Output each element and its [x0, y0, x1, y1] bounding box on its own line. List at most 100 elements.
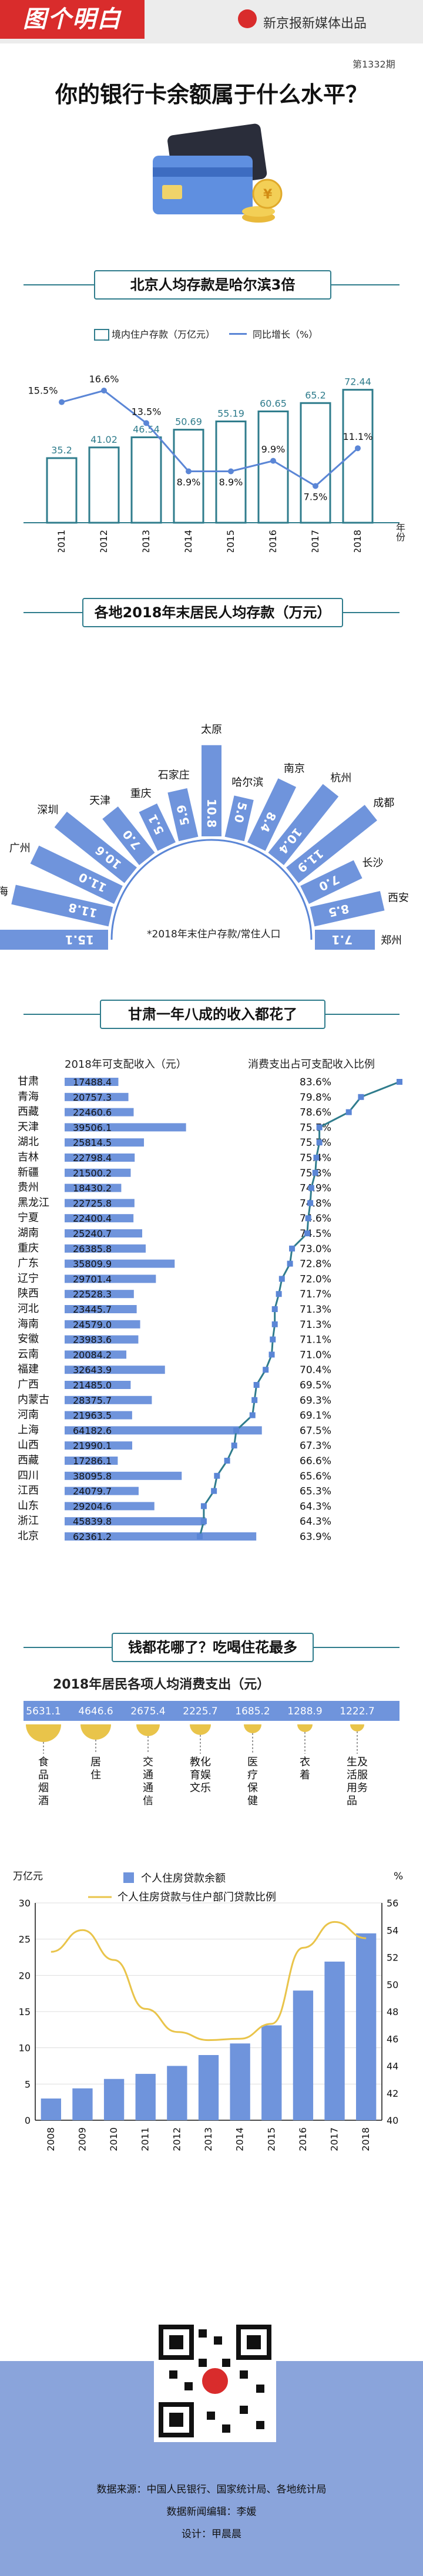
province-label: 重庆: [18, 1242, 39, 1255]
deposit-bar: [130, 436, 162, 524]
city-bar: [54, 811, 137, 883]
spend-halfcircle: [26, 1724, 61, 1742]
deposit-value-label: 60.65: [260, 398, 287, 409]
spend-category-char: 活: [347, 1769, 357, 1781]
spending-subtitle: 2018年居民各项人均消费支出（元）: [53, 1677, 270, 1692]
city-label: 南京: [284, 762, 305, 775]
design-credit: 设计：甲晨晨: [182, 2528, 241, 2540]
income-bar: [65, 1517, 206, 1526]
spend-category-char: 保: [247, 1782, 258, 1794]
ratio-marker: [214, 1472, 220, 1479]
city-bar: [224, 795, 254, 842]
x-tick-label: 2014: [234, 2127, 246, 2151]
right-tick: 54: [387, 1925, 398, 1936]
x-tick-label: 2016: [267, 530, 278, 552]
chart-note: *2018年末住户存款/常住人口: [147, 929, 281, 940]
mortgage-bar: [261, 2025, 282, 2120]
mortgage-bar: [324, 1961, 345, 2120]
spend-halfcircle: [190, 1724, 211, 1735]
mortgage-bar: [103, 2079, 125, 2120]
ratio-value: 74.8%: [300, 1198, 331, 1209]
ratio-value: 71.3%: [300, 1304, 331, 1316]
ratio-marker: [251, 1397, 258, 1403]
spend-category-char: 着: [300, 1769, 310, 1781]
income-bar: [65, 1229, 143, 1237]
income-bar: [65, 1426, 262, 1435]
growth-point: [355, 445, 361, 452]
spend-value: 1288.9: [287, 1706, 322, 1717]
income-bar: [65, 1457, 118, 1465]
ratio-marker: [271, 1321, 278, 1327]
ratio-marker: [316, 1124, 323, 1131]
left-tick: 10: [19, 2043, 31, 2054]
x-tick-label: 2012: [171, 2127, 182, 2151]
x-tick-label: 2018: [360, 2127, 371, 2151]
province-label: 湖北: [18, 1136, 39, 1148]
province-label: 云南: [18, 1348, 39, 1360]
ratio-value: 74.6%: [300, 1213, 331, 1225]
deposit-bar: [46, 457, 78, 524]
city-value: 10.8: [204, 799, 219, 828]
spend-category-char: 务: [357, 1782, 368, 1794]
income-bar: [65, 1441, 133, 1450]
deposit-value-label: 55.19: [217, 408, 244, 419]
deposit-chart: 35.2 2011 41.02 2012 46.54 2013 50.69 2014 55.19…: [24, 374, 400, 552]
growth-point: [59, 399, 65, 405]
province-label: 北京: [18, 1530, 39, 1542]
city-bar: [310, 891, 385, 927]
spend-category-char: 住: [90, 1769, 101, 1781]
spend-category-char: 服: [357, 1769, 368, 1781]
income-bar: [65, 1502, 155, 1511]
spend-value: 4646.6: [78, 1706, 113, 1717]
spend-category-char: 医: [247, 1756, 258, 1768]
deposit-value-label: 72.44: [344, 376, 371, 388]
ratio-marker: [316, 1139, 323, 1146]
ratio-marker: [253, 1382, 260, 1388]
city-label: 哈尔滨: [231, 776, 263, 789]
income-value: 25814.5: [73, 1137, 112, 1148]
right-tick: 48: [387, 2006, 398, 2017]
ratio-marker: [304, 1230, 310, 1236]
income-bar: [65, 1199, 135, 1208]
qr-code[interactable]: [154, 2320, 276, 2442]
income-value: 28375.7: [73, 1395, 112, 1406]
city-bar: [286, 805, 377, 883]
province-label: 福建: [18, 1363, 39, 1376]
ratio-marker: [313, 1155, 320, 1161]
ratio-marker: [270, 1336, 276, 1343]
ratio-marker: [307, 1200, 314, 1206]
ratio-marker: [397, 1079, 402, 1085]
income-value: 22798.4: [73, 1152, 112, 1163]
income-bar: [65, 1259, 175, 1268]
right-axis-unit: %: [394, 1871, 403, 1882]
growth-line: [61, 389, 358, 487]
left-axis-unit: 万亿元: [13, 1871, 43, 1882]
deposit-bar: [88, 446, 120, 524]
x-tick-label: 2013: [140, 530, 152, 552]
spend-category-char: 生: [347, 1756, 357, 1768]
left-tick: 25: [19, 1934, 31, 1945]
growth-point: [186, 468, 192, 475]
spend-value: 1222.7: [340, 1706, 374, 1717]
bank-card-illustration: ¥: [153, 123, 283, 223]
spend-category-char: 通: [143, 1782, 153, 1794]
spend-category-char: 食: [38, 1756, 49, 1768]
legend-bar-label: 境内住户存款（万亿元）: [112, 329, 216, 340]
x-axis-unit: 年份: [394, 523, 405, 542]
right-tick: 52: [387, 1952, 398, 1963]
spend-value: 5631.1: [26, 1706, 61, 1717]
spend-category-char: 交: [143, 1756, 153, 1768]
ratio-value: 78.6%: [300, 1107, 331, 1119]
x-tick-label: 2010: [108, 2127, 119, 2151]
growth-label: 8.9%: [177, 477, 201, 488]
growth-point: [143, 420, 149, 426]
income-ratio-chart: 甘肃 17488.4 83.6% 青海 20757.3 79.8% 西藏 22460.6 78.…: [18, 1075, 402, 1543]
income-value: 29204.6: [73, 1501, 112, 1512]
right-tick: 46: [387, 2033, 398, 2044]
spend-value: 2675.4: [130, 1706, 165, 1717]
spend-category-char: 品: [38, 1769, 49, 1781]
province-label: 四川: [18, 1469, 39, 1482]
ratio-marker: [287, 1260, 293, 1267]
legend-line-swatch: [229, 333, 247, 335]
ratio-value: 63.9%: [300, 1531, 331, 1543]
